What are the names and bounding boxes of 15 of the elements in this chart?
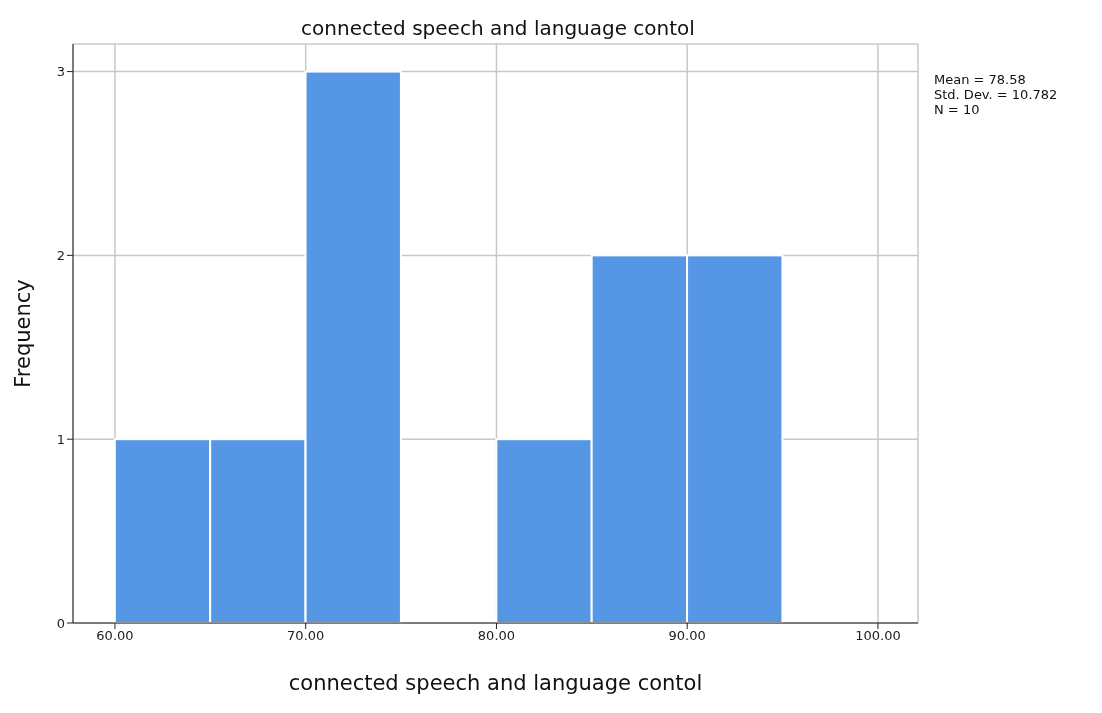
x-axis-title: connected speech and language contol (288, 671, 703, 695)
x-tick-label: 80.00 (477, 628, 516, 644)
text: Mean = 78.58 (934, 72, 1027, 87)
text: Std. Dev. = 10.782 (934, 87, 1058, 102)
x-tick-label: 100.00 (855, 628, 901, 644)
x-tick-label: 90.00 (668, 628, 706, 644)
x-tick-label: 60.00 (96, 628, 134, 644)
text: N = 10 (934, 102, 981, 117)
y-tick-label: 0 (56, 615, 65, 631)
x-tick-label: 70.00 (287, 628, 325, 644)
y-tick-label: 3 (56, 64, 65, 80)
y-axis-title: Frequency (11, 279, 36, 388)
chart-title: connected speech and language contol (300, 16, 696, 40)
y-tick-label: 2 (56, 248, 65, 263)
y-tick-label: 1 (56, 431, 65, 447)
